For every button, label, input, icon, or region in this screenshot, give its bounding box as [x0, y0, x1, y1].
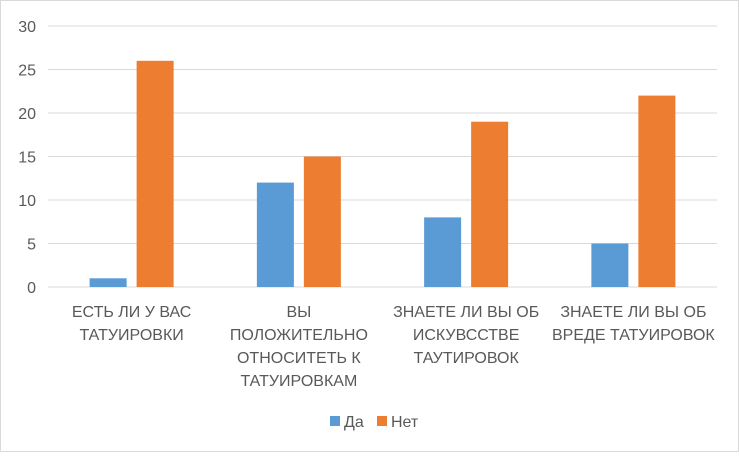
- bar-net: [638, 95, 676, 287]
- bar-net: [471, 121, 509, 287]
- x-category-label: ЗНАЕТЕ ЛИ ВЫ ОБ ВРЕДЕ ТАТУИРОВОК: [552, 304, 715, 344]
- y-tick-label: 20: [18, 106, 36, 123]
- legend-label: Да: [344, 414, 364, 431]
- bar-da: [89, 278, 127, 287]
- bar-net: [303, 156, 341, 287]
- bar-net: [136, 60, 174, 287]
- legend-swatch: [377, 416, 387, 426]
- bars: [89, 60, 676, 287]
- y-tick-label: 25: [18, 63, 36, 80]
- legend-swatch: [330, 416, 340, 426]
- y-tick-label: 10: [18, 193, 36, 210]
- x-category-label: ЗНАЕТЕ ЛИ ВЫ ОБ ИСКУВССТВЕ ТАУТИРОВОК: [393, 304, 539, 367]
- x-category-label: ЕСТЬ ЛИ У ВАС ТАТУИРОВКИ: [72, 304, 191, 344]
- bar-da: [424, 217, 462, 287]
- bar-da: [591, 243, 629, 287]
- y-tick-label: 30: [18, 19, 36, 36]
- bar-da: [256, 182, 294, 287]
- legend: Да Нет: [330, 414, 419, 431]
- x-category-label: ВЫ ПОЛОЖИТЕЛЬНО ОТНОСИТЕТЬ К ТАТУИРОВКАМ: [230, 304, 368, 390]
- x-axis-labels: ЕСТЬ ЛИ У ВАС ТАТУИРОВКИ ВЫ ПОЛОЖИТЕЛЬНО ОТН…: [72, 304, 716, 390]
- legend-label: Нет: [391, 414, 419, 431]
- y-tick-label: 5: [27, 237, 36, 254]
- y-axis-ticks: 0 5 10 15 20 25 30: [18, 19, 36, 297]
- y-tick-label: 15: [18, 150, 36, 167]
- y-tick-label: 0: [27, 280, 36, 297]
